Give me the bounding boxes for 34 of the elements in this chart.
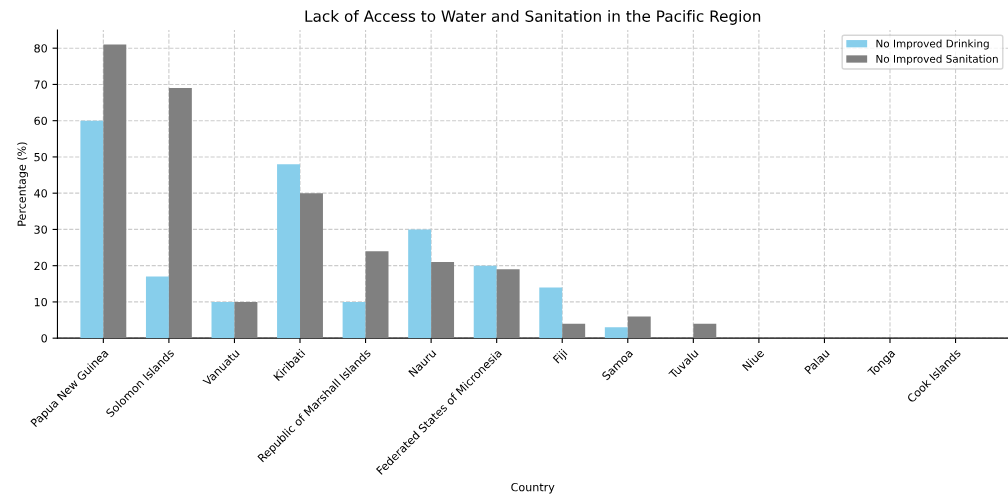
legend-label: No Improved Drinking <box>876 39 989 50</box>
y-tick-label: 60 <box>34 116 47 126</box>
bar <box>103 44 127 339</box>
bar <box>300 193 323 339</box>
bar <box>145 276 169 339</box>
bar <box>342 301 366 339</box>
bar <box>627 316 651 339</box>
y-tick-label: 40 <box>34 189 47 198</box>
y-tick-label: 10 <box>34 297 47 307</box>
bar <box>539 287 563 339</box>
x-tick-label: Fiji <box>552 348 570 366</box>
y-tick-label: 0 <box>41 334 47 343</box>
y-tick-label: 30 <box>34 225 47 234</box>
bar <box>234 301 258 339</box>
bar <box>693 323 717 339</box>
bar <box>408 229 432 339</box>
bar <box>431 262 455 339</box>
bar <box>168 88 192 339</box>
y-axis-title: Percentage (%) <box>17 142 29 226</box>
x-axis-title: Country <box>511 482 555 494</box>
y-tick-label: 80 <box>34 44 47 53</box>
bar <box>277 164 301 339</box>
y-tick-label: 50 <box>34 152 47 162</box>
chart-title: Lack of Access to Water and Sanitation in the Pacific Region <box>305 10 761 25</box>
bar <box>562 323 586 339</box>
bar <box>211 301 235 339</box>
y-tick-label: 20 <box>34 261 47 271</box>
bar <box>80 120 104 339</box>
bar <box>365 251 389 339</box>
y-tick-label: 70 <box>34 80 47 89</box>
legend-label: No Improved Sanitation <box>876 54 998 65</box>
bar <box>496 269 520 339</box>
bar <box>473 265 497 339</box>
bar <box>604 327 628 339</box>
